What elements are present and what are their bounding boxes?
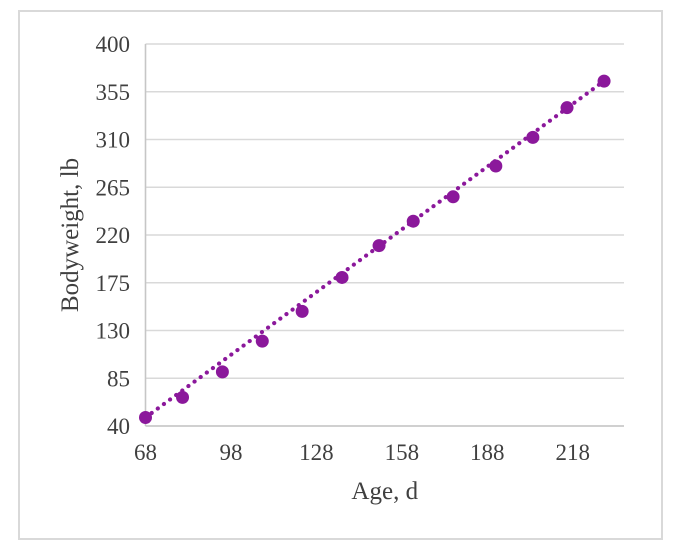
data-point	[176, 390, 190, 404]
y-tick-label: 220	[96, 223, 131, 248]
y-tick-label: 400	[96, 32, 131, 57]
data-point	[446, 190, 460, 204]
y-tick-label: 310	[96, 128, 131, 153]
x-tick-label: 218	[555, 440, 590, 465]
data-point	[489, 159, 503, 173]
y-tick-label: 175	[96, 271, 131, 296]
data-point	[335, 270, 349, 284]
x-tick-label: 68	[134, 440, 157, 465]
data-point	[372, 239, 386, 253]
y-axis-title: Bodyweight, lb	[57, 158, 84, 312]
x-tick-label: 98	[219, 440, 242, 465]
data-point	[560, 101, 574, 115]
x-tick-label: 188	[470, 440, 505, 465]
x-tick-label: 158	[385, 440, 420, 465]
data-point	[215, 365, 229, 379]
x-axis-title: Age, d	[351, 478, 418, 505]
y-tick-label: 40	[107, 414, 130, 439]
x-tick-label: 128	[299, 440, 334, 465]
data-point	[139, 411, 152, 425]
data-point	[406, 214, 420, 228]
data-point	[295, 304, 309, 318]
y-tick-label: 265	[96, 175, 131, 200]
y-tick-label: 130	[96, 319, 131, 344]
data-point	[255, 334, 269, 348]
data-point	[526, 130, 540, 144]
y-tick-label: 85	[107, 366, 130, 391]
y-tick-label: 355	[96, 80, 131, 105]
data-point	[597, 74, 611, 88]
